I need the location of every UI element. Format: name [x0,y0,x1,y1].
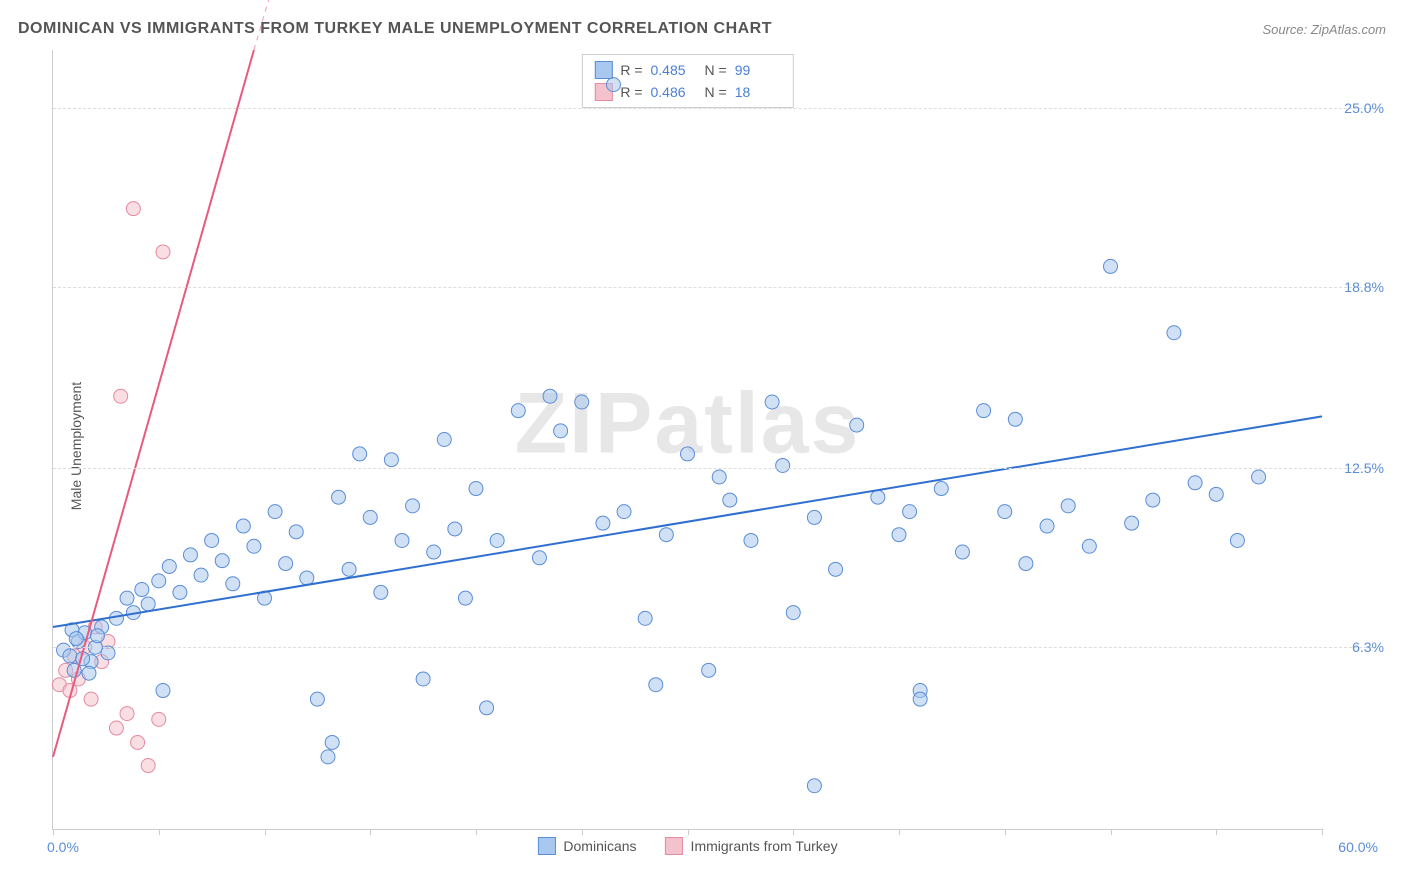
y-tick-label: 25.0% [1344,100,1384,116]
scatter-chart [53,50,1322,829]
y-tick-label: 18.8% [1344,279,1384,295]
legend-item: Dominicans [537,837,636,855]
legend-series: Dominicans Immigrants from Turkey [537,837,837,855]
chart-title: DOMINICAN VS IMMIGRANTS FROM TURKEY MALE… [18,20,772,38]
y-tick-label: 6.3% [1352,639,1384,655]
legend-swatch-icon [537,837,555,855]
x-axis-min-label: 0.0% [47,839,79,855]
x-axis-max-label: 60.0% [1338,839,1378,855]
legend-item: Immigrants from Turkey [665,837,838,855]
y-tick-label: 12.5% [1344,460,1384,476]
plot-area: ZIPatlas R = 0.485 N = 99 R = 0.486 N = … [52,50,1322,830]
legend-swatch-icon [665,837,683,855]
source-label: Source: ZipAtlas.com [1262,22,1386,37]
legend-item-label: Immigrants from Turkey [691,838,838,854]
legend-item-label: Dominicans [563,838,636,854]
